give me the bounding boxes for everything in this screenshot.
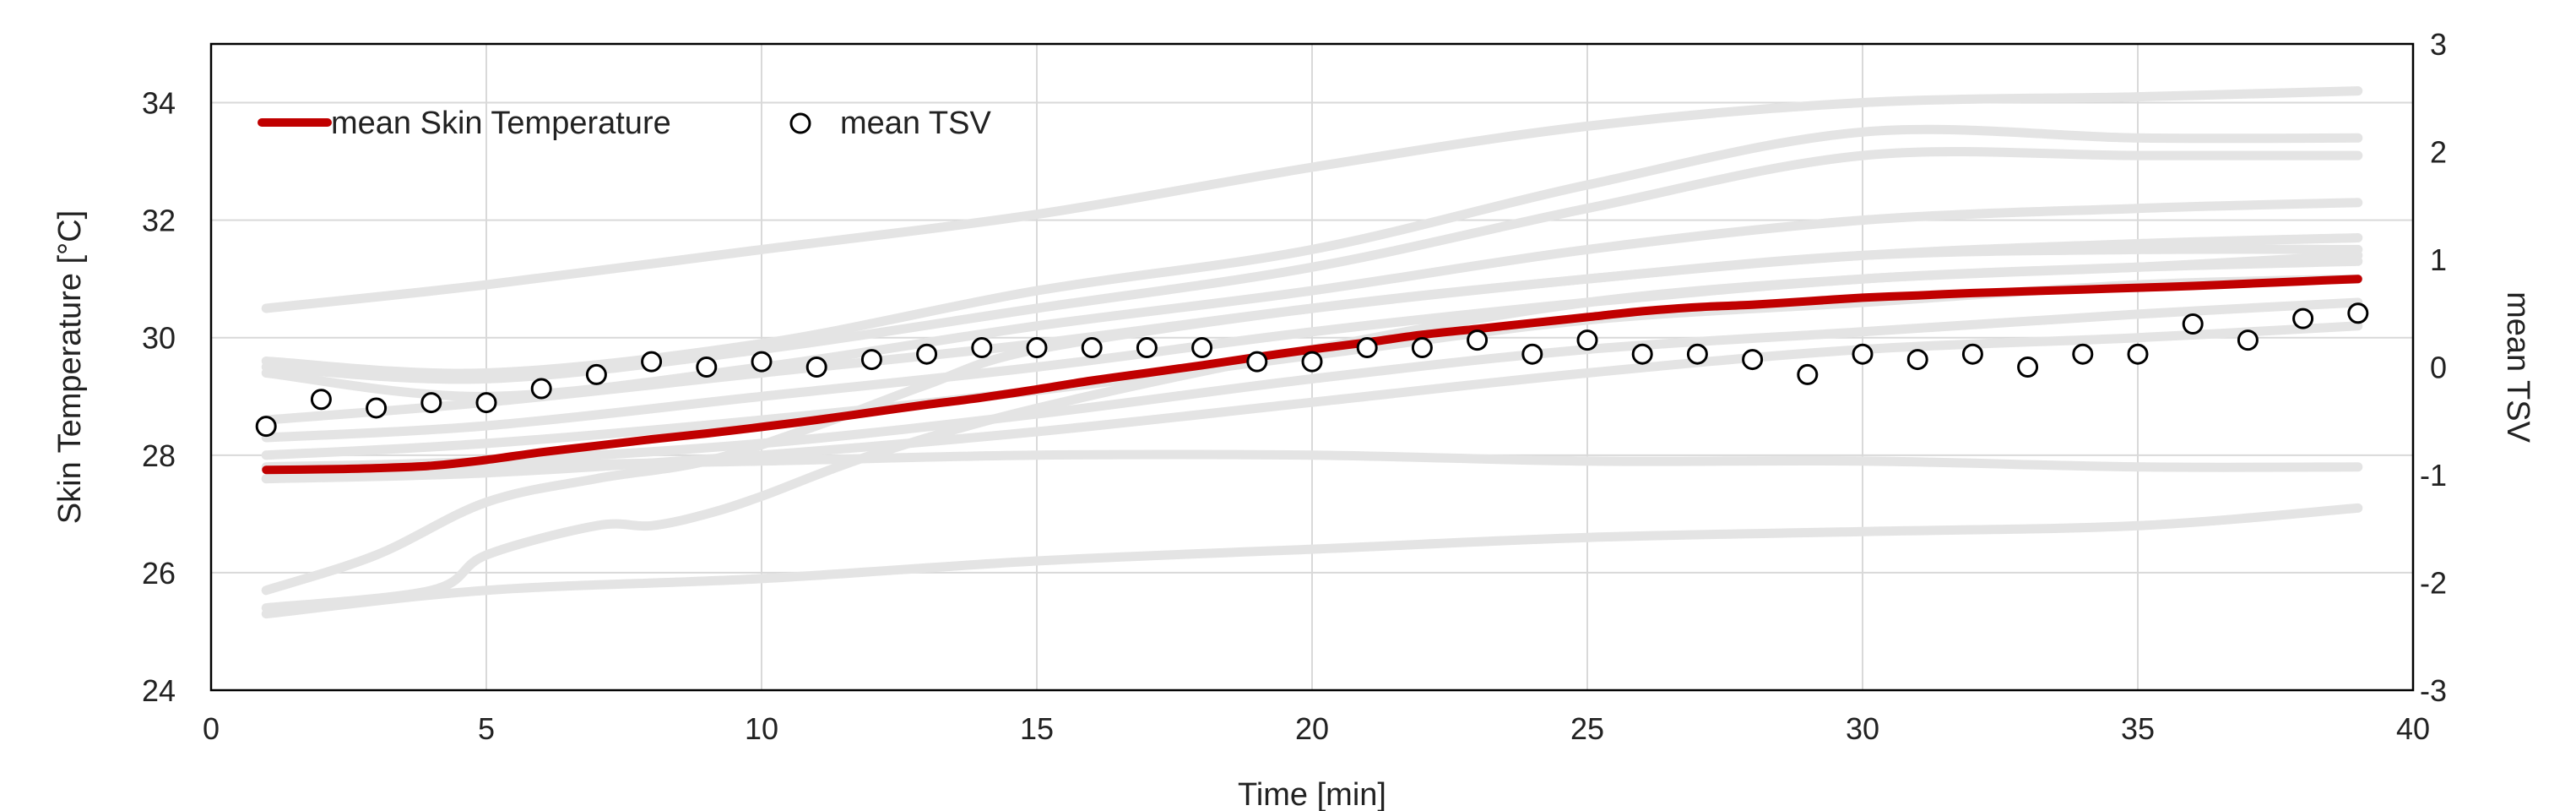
x-tick-label: 15: [1020, 711, 1054, 746]
x-tick-label: 35: [2121, 711, 2155, 746]
y-tick-label: 34: [142, 86, 176, 121]
y2-tick-label: 2: [2430, 135, 2447, 170]
individual-series-line: [261, 297, 2363, 472]
y-tick-label: 28: [142, 438, 176, 473]
y2-tick-label: -1: [2420, 458, 2447, 493]
legend-mean-skin-temperature-label: mean Skin Temperature: [331, 106, 671, 141]
mean-tsv-point: [475, 392, 497, 414]
y-tick-label: 26: [142, 556, 176, 591]
x-tick-label: 30: [1846, 711, 1879, 746]
mean-tsv-point: [1246, 351, 1268, 373]
mean-tsv-point: [1136, 337, 1158, 359]
axes: [209, 42, 2415, 692]
mean-skin-temperature-series: [262, 275, 2362, 475]
individual-series-line: [261, 449, 2363, 484]
individual-series-line: [261, 256, 2363, 613]
individual-series-line: [261, 503, 2363, 619]
individual-series-line: [261, 124, 2363, 378]
mean-tsv-point: [2237, 329, 2259, 351]
mean-tsv-point: [1191, 337, 1213, 359]
mean-tsv-point: [1356, 337, 1378, 359]
mean-tsv-point: [530, 378, 552, 400]
y2-tick-label: 0: [2430, 351, 2447, 385]
mean-tsv-point: [2182, 313, 2204, 335]
mean-tsv-point: [1411, 337, 1433, 359]
individual-series-line: [261, 244, 2363, 596]
legend-mean-tsv-label: mean TSV: [840, 106, 991, 141]
y-tick-label: 30: [142, 321, 176, 356]
legend-mean-tsv-swatch: [789, 112, 811, 134]
mean-tsv-point: [696, 357, 718, 378]
plot-area-border: [209, 42, 2415, 692]
mean-tsv-point: [751, 351, 773, 373]
mean-tsv-point: [1797, 363, 1819, 385]
x-tick-label: 5: [478, 711, 495, 746]
mean-tsv-point: [860, 349, 882, 371]
mean-tsv-point: [2127, 343, 2149, 365]
mean-tsv-series: [255, 302, 2369, 438]
individual-series-line: [261, 86, 2363, 313]
x-axis-title: Time [min]: [1238, 777, 1386, 811]
y2-tick-label: 3: [2430, 27, 2447, 62]
mean-tsv-point: [916, 343, 938, 365]
y-tick-label: 32: [142, 204, 176, 238]
mean-tsv-point: [366, 397, 388, 419]
mean-tsv-point: [641, 351, 663, 373]
mean-tsv-point: [1686, 343, 1708, 365]
mean-tsv-point: [1576, 329, 1598, 351]
mean-tsv-point: [1521, 343, 1543, 365]
mean-tsv-point: [1467, 329, 1489, 351]
y2-axis-title: mean TSV: [2500, 291, 2535, 443]
mean-tsv-point: [1081, 337, 1103, 359]
y-tick-label: 24: [142, 673, 176, 708]
mean-tsv-point: [1742, 349, 1764, 371]
mean-tsv-point: [420, 392, 442, 414]
mean-tsv-point: [1852, 343, 1874, 365]
mean-tsv-point: [971, 337, 993, 359]
x-tick-label: 40: [2396, 711, 2430, 746]
mean-tsv-point: [255, 416, 277, 438]
x-tick-label: 20: [1295, 711, 1329, 746]
mean-skin-temperature-line: [262, 275, 2362, 475]
y2-tick-label: -2: [2420, 566, 2447, 601]
mean-tsv-point: [2072, 343, 2094, 365]
x-tick-label: 0: [203, 711, 220, 746]
legend: mean Skin Temperature mean TSV: [258, 106, 991, 141]
x-tick-label: 10: [745, 711, 778, 746]
y2-tick-label: -3: [2420, 673, 2447, 708]
y2-tick-label: 1: [2430, 242, 2447, 277]
mean-tsv-point: [2017, 357, 2039, 378]
mean-tsv-point: [310, 389, 332, 411]
mean-tsv-point: [2292, 308, 2314, 329]
mean-tsv-point: [1906, 349, 1928, 371]
mean-tsv-point: [1961, 343, 1983, 365]
mean-tsv-point: [1301, 351, 1323, 373]
mean-tsv-point: [1026, 337, 1048, 359]
mean-tsv-point: [805, 357, 827, 378]
mean-tsv-point: [585, 363, 607, 385]
individual-skin-temperature-lines: [261, 86, 2363, 619]
y-axis-title: Skin Temperature [°C]: [52, 210, 88, 524]
x-tick-label: 25: [1570, 711, 1604, 746]
mean-tsv-point: [1631, 343, 1653, 365]
mean-tsv-point: [2347, 302, 2369, 324]
tick-labels: 0 5 10 15 20 25 30 35 40 24 26 28 30 32 34 -3 -2 -1 0 1 2 3: [142, 27, 2447, 746]
